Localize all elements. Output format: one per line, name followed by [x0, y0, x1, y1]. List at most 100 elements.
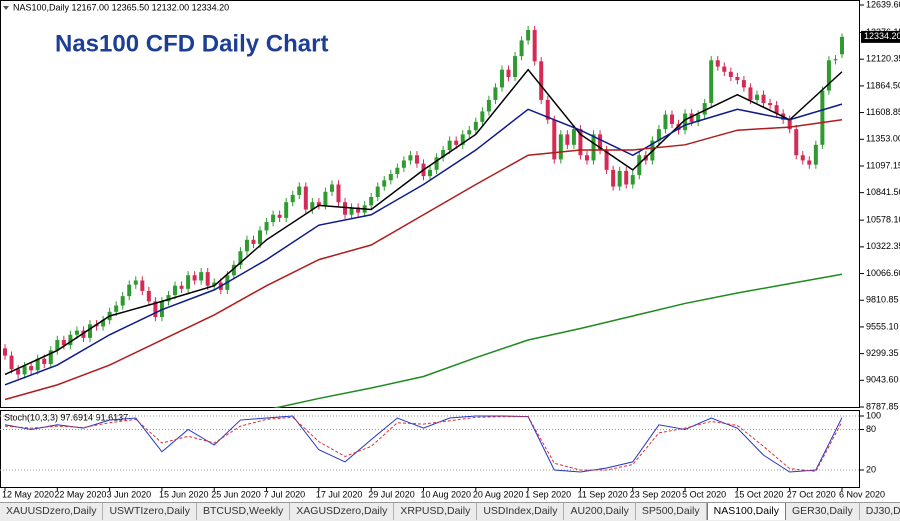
y-tick-label: 80 [866, 424, 876, 434]
candle-body [513, 56, 518, 77]
candle-body [395, 167, 400, 175]
candle-body [9, 355, 14, 370]
candle-body [114, 305, 119, 312]
candle-body [382, 180, 387, 187]
candle-body [493, 87, 498, 100]
candle-body [807, 160, 812, 165]
symbol-tab[interactable]: XAUUSDzero,Daily [0, 503, 104, 520]
candle-body [584, 155, 589, 161]
x-tick-label: 5 Oct 2020 [682, 489, 726, 499]
chart-title: Nas100 CFD Daily Chart [55, 30, 328, 57]
y-tick-label: 10322.35 [866, 241, 900, 251]
candle-body [552, 119, 557, 160]
y-tick-label: 11353.00 [866, 134, 900, 144]
candle-body [761, 94, 766, 104]
candle-body [356, 207, 361, 213]
candle-body [271, 214, 276, 223]
x-tick-label: 3 Jun 2020 [107, 489, 152, 499]
tab-bar: XAUUSDzero,Daily USWTIzero,Daily BTCUSD,We… [0, 502, 900, 521]
candle-body [741, 80, 746, 88]
candle-body [22, 366, 27, 375]
candle-body [754, 94, 759, 100]
y-tick-label: 12120.35 [866, 54, 900, 64]
candle-body [617, 170, 622, 187]
candle-body [166, 295, 171, 302]
x-tick-label: 23 Sep 2020 [630, 489, 681, 499]
y-tick-label: 10841.50 [866, 187, 900, 197]
candle-body [205, 272, 210, 286]
moving-average [4, 103, 843, 386]
symbol-tab[interactable]: AU200,Daily [564, 503, 636, 520]
candle-body [558, 134, 563, 160]
candle-body [702, 103, 707, 115]
price-tag [861, 30, 900, 43]
x-tick-label: 10 Aug 2020 [421, 489, 472, 499]
candle-body [231, 264, 236, 276]
candle-body [88, 324, 93, 338]
candle-body [709, 60, 714, 104]
symbol-tab[interactable]: XAGUSDzero,Daily [290, 503, 395, 520]
y-tick-label: 9299.35 [866, 348, 899, 358]
candle-body [303, 186, 308, 210]
symbol-tab[interactable]: SP500,Daily [636, 503, 707, 520]
candle-body [323, 191, 328, 206]
y-tick-label: 9555.10 [866, 321, 899, 331]
header-icon [3, 6, 9, 10]
candle-body [447, 140, 452, 151]
symbol-tab[interactable]: GER30,Daily [786, 503, 860, 520]
candle-body [715, 60, 720, 67]
symbol-tab[interactable]: USDIndex,Daily [477, 503, 565, 520]
stoch-line [4, 415, 843, 473]
candle-body [251, 239, 256, 244]
y-tick-label: 11864.50 [866, 80, 900, 90]
y-tick-label: 8787.85 [866, 401, 899, 411]
candle-body [120, 296, 125, 306]
symbol-tab[interactable]: XRPUSD,Daily [394, 503, 478, 520]
moving-average [4, 119, 843, 401]
candle-body [480, 111, 485, 122]
candle-body [55, 339, 60, 351]
candle-body [336, 184, 341, 203]
candle-body [192, 275, 197, 281]
candle-body [833, 59, 838, 61]
candle-body [676, 123, 681, 131]
candle-body [539, 61, 544, 100]
candle-body [794, 129, 799, 156]
candle-body [408, 155, 413, 161]
candle-body [329, 184, 334, 192]
candle-body [486, 99, 491, 112]
candle-body [499, 69, 504, 88]
candle-body [545, 99, 550, 120]
candle-body [388, 174, 393, 181]
candle-body [297, 186, 302, 195]
candle-body [571, 129, 576, 145]
candle-body [414, 155, 419, 164]
candle-body [428, 169, 433, 177]
x-tick-label: 15 Jun 2020 [159, 489, 209, 499]
candle-body [473, 121, 478, 131]
candle-body [186, 275, 191, 289]
y-tick-label: 10578.10 [866, 215, 900, 225]
x-tick-label: 7 Jul 2020 [264, 489, 306, 499]
x-tick-label: 17 Jul 2020 [316, 489, 363, 499]
candle-body [375, 186, 380, 197]
candle-body [284, 202, 289, 218]
candle-body [532, 30, 537, 62]
chart-window: NAS100,Daily 12167.00 12365.50 12132.00 … [0, 0, 900, 499]
symbol-tab[interactable]: USWTIzero,Daily [103, 503, 197, 520]
axes: 12639.6012376.1512120.3511864.5011608.85… [2, 0, 900, 499]
x-tick-label: 6 Nov 2020 [839, 489, 885, 499]
symbol-tab[interactable]: BTCUSD,Weekly [197, 503, 291, 520]
candle-body [179, 285, 184, 289]
symbol-tab[interactable]: DJ30,Daily [860, 503, 900, 520]
symbol-tab[interactable]: NAS100,Daily [706, 503, 786, 520]
candle-body [578, 129, 583, 156]
candle-body [258, 230, 263, 244]
candle-body [813, 144, 818, 165]
candle-body [656, 129, 661, 141]
candle-body [48, 350, 53, 364]
candle-body [244, 239, 249, 252]
main-plot [3, 25, 844, 408]
candle-body [768, 103, 773, 106]
